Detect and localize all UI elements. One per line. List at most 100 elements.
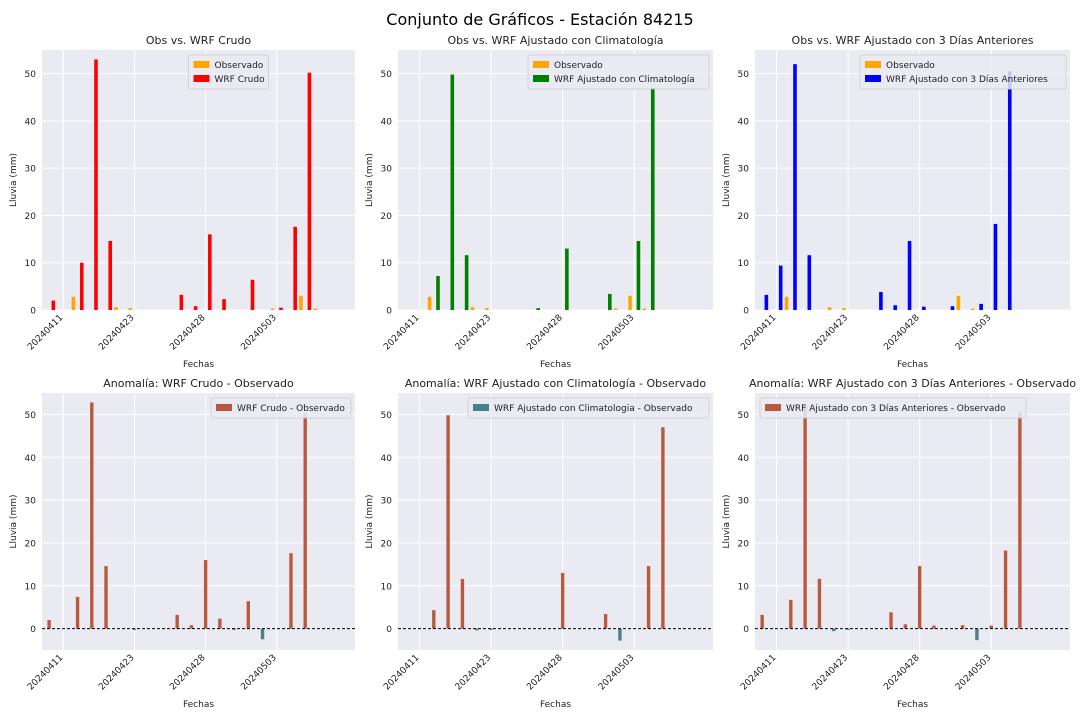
- bar: [536, 308, 541, 310]
- y-tick-label: 0: [30, 625, 36, 635]
- x-tick-label: 20240423: [97, 653, 136, 692]
- legend-label: WRF Crudo - Observado: [237, 404, 345, 414]
- legend-label: Observado: [554, 61, 603, 71]
- bar: [270, 308, 275, 310]
- bar: [193, 306, 198, 310]
- y-tick-label: 0: [30, 307, 36, 317]
- bar: [817, 578, 822, 629]
- x-tick-label: 20240411: [739, 653, 778, 692]
- x-axis-label: Fechas: [183, 700, 214, 710]
- legend-box: [467, 397, 710, 419]
- y-tick-label: 40: [738, 117, 750, 127]
- legend-swatch: [193, 75, 210, 82]
- bar: [175, 614, 179, 629]
- bar: [108, 240, 113, 310]
- x-axis-label: Fechas: [897, 700, 928, 710]
- legend-swatch: [216, 404, 232, 411]
- bar: [250, 279, 255, 310]
- bar: [1018, 412, 1022, 629]
- bar: [47, 620, 51, 629]
- bar: [636, 240, 641, 310]
- y-tick-label: 20: [738, 539, 750, 549]
- bar: [760, 614, 764, 629]
- panel-title: Obs vs. WRF Ajustado con 3 Días Anterior…: [792, 34, 1034, 47]
- y-tick-label: 50: [381, 411, 393, 421]
- bar: [646, 566, 651, 629]
- plot-area: [42, 393, 355, 650]
- legend-box: [210, 397, 352, 419]
- x-tick-label: 20240428: [882, 313, 922, 353]
- y-axis-label: Lluvia (mm): [722, 153, 732, 207]
- plot-area: [755, 393, 1070, 650]
- bar: [618, 628, 622, 641]
- y-tick-label: 40: [738, 454, 750, 464]
- bar: [603, 614, 608, 629]
- y-axis-label: Lluvia (mm): [365, 495, 375, 549]
- x-tick-label: 20240411: [26, 313, 65, 352]
- bar: [289, 553, 293, 629]
- x-tick-label: 20240423: [454, 313, 493, 352]
- plot-area: [398, 50, 713, 310]
- chart-panel-2: 0 10 20 30 40 50 Obs vs. WRF Ajustado con Clim…: [365, 34, 713, 370]
- x-tick-label: 20240503: [954, 313, 993, 352]
- bar: [293, 226, 297, 310]
- bar: [1007, 71, 1012, 310]
- panel-title: Obs vs. WRF Ajustado con Climatología: [447, 34, 663, 47]
- bar: [208, 234, 212, 310]
- legend-swatch: [865, 61, 881, 68]
- bar: [94, 59, 98, 310]
- x-axis-label: Fechas: [540, 700, 571, 710]
- x-tick-label: 20240411: [382, 313, 421, 352]
- y-tick-label: 10: [25, 582, 37, 592]
- x-tick-label: 20240428: [525, 653, 565, 693]
- legend-swatch: [473, 404, 489, 411]
- bar: [475, 628, 479, 631]
- bar: [975, 628, 979, 641]
- y-tick-label: 0: [743, 625, 749, 635]
- x-tick-label: 20240411: [739, 313, 778, 352]
- x-tick-label: 20240428: [168, 313, 208, 353]
- bar: [189, 625, 194, 629]
- chart-panel-1: 0 10 20 30 40 50 Obs vs. WRF Crudo 20240411 2024…: [9, 34, 355, 370]
- bar: [628, 295, 632, 310]
- bar: [313, 308, 318, 310]
- y-tick-label: 40: [381, 117, 393, 127]
- legend-box: [527, 54, 710, 90]
- bar: [470, 307, 475, 310]
- bar: [132, 628, 137, 630]
- legend-box: [759, 397, 1027, 419]
- bar: [661, 427, 665, 629]
- panel-title: Anomalía: WRF Ajustado con 3 Días Anteri…: [749, 377, 1076, 390]
- y-tick-label: 20: [738, 212, 750, 222]
- figure-title: Conjunto de Gráficos - Estación 84215: [386, 10, 694, 29]
- bar: [90, 402, 94, 629]
- bar: [893, 305, 898, 310]
- bar: [608, 293, 612, 310]
- bar: [79, 262, 84, 310]
- y-tick-label: 30: [25, 165, 37, 175]
- y-tick-label: 50: [25, 411, 37, 421]
- bar: [613, 308, 618, 310]
- legend-label: Observado: [215, 61, 264, 71]
- y-tick-label: 30: [738, 165, 750, 175]
- y-tick-label: 30: [738, 497, 750, 507]
- y-tick-label: 50: [381, 70, 393, 80]
- x-tick-label: 20240423: [97, 313, 136, 352]
- plot-area: [755, 50, 1070, 310]
- y-tick-label: 40: [381, 454, 393, 464]
- bar: [427, 296, 432, 310]
- legend-label: WRF Ajustado con Climatología: [554, 75, 695, 85]
- bar: [179, 294, 184, 310]
- y-tick-label: 20: [25, 212, 37, 222]
- bar: [778, 265, 783, 310]
- bar: [114, 307, 118, 310]
- bar: [279, 307, 283, 310]
- bar: [970, 308, 975, 310]
- y-tick-label: 30: [381, 165, 393, 175]
- bar: [832, 628, 836, 632]
- bar: [879, 292, 883, 310]
- bar: [307, 72, 312, 310]
- bar: [789, 599, 793, 629]
- bar: [485, 308, 489, 310]
- y-axis-label: Lluvia (mm): [9, 495, 19, 549]
